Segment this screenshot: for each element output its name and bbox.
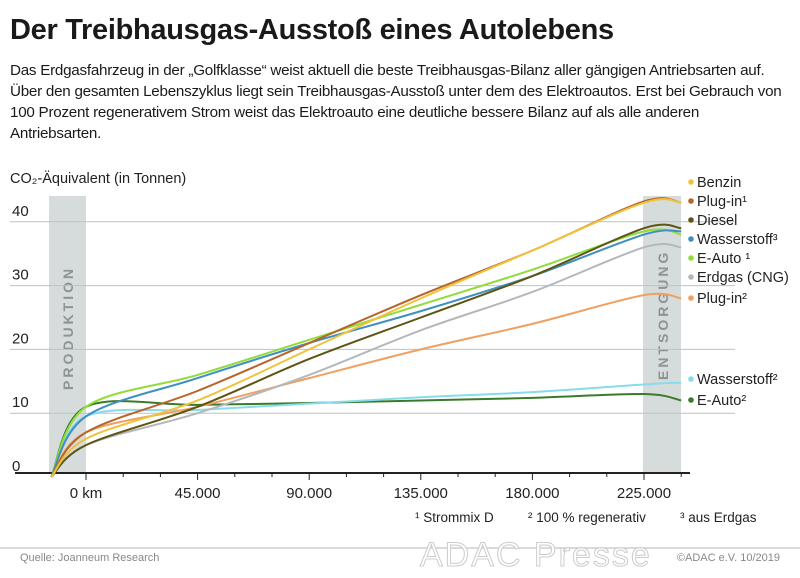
legend-label: Plug-in¹ [697, 194, 747, 210]
production-label: PRODUKTION [60, 266, 76, 390]
footnote: ¹ Strommix D [415, 510, 494, 525]
legend-marker [688, 274, 694, 280]
legend-marker [688, 295, 694, 301]
x-tick-label: 180.000 [505, 485, 559, 502]
legend-marker [688, 198, 694, 204]
legend-marker [688, 236, 694, 242]
series-line [50, 381, 682, 478]
legend-marker [688, 255, 694, 261]
x-tick-label: 0 km [70, 485, 103, 502]
x-tick-label: 45.000 [175, 485, 221, 502]
legend-label: Wasserstoff³ [697, 232, 778, 248]
legend-label: Erdgas (CNG) [697, 270, 789, 286]
legend-label: E-Auto ¹ [697, 251, 750, 267]
series-line [50, 223, 682, 478]
legend-label: Diesel [697, 213, 737, 229]
x-tick-label: 90.000 [286, 485, 332, 502]
series-line [50, 292, 682, 478]
legend-label: E-Auto² [697, 393, 746, 409]
y-tick-label: 30 [12, 267, 29, 284]
x-tick-label: 225.000 [617, 485, 671, 502]
legend-label: Wasserstoff² [697, 372, 778, 388]
legend-marker [688, 376, 694, 382]
y-tick-label: 40 [12, 203, 29, 220]
legend-marker [688, 217, 694, 223]
legend-marker [688, 397, 694, 403]
watermark: ADAC Presse [420, 536, 652, 575]
disposal-label: ENTSORGUNG [655, 250, 671, 380]
footnote: ³ aus Erdgas [680, 510, 757, 525]
series-line [50, 228, 682, 478]
subtitle: Das Erdgasfahrzeug in der „Golfklasse“ w… [10, 62, 782, 142]
y-tick-label: 0 [12, 458, 20, 475]
legend-marker [688, 179, 694, 185]
disposal-band [643, 196, 681, 473]
footnote: ² 100 % regenerativ [528, 510, 646, 525]
series-line [50, 229, 682, 478]
series-line [50, 393, 682, 478]
series-line [50, 198, 682, 478]
y-axis-label: CO₂-Äquivalent (in Tonnen) [10, 170, 186, 187]
y-tick-label: 10 [12, 394, 29, 411]
source-note: Quelle: Joanneum Research [20, 552, 160, 564]
legend-label: Plug-in² [697, 291, 747, 307]
series-line [50, 243, 682, 478]
copyright: ©ADAC e.V. 10/2019 [676, 552, 780, 564]
y-tick-label: 20 [12, 330, 29, 347]
legend-label: Benzin [697, 175, 741, 191]
x-tick-label: 135.000 [394, 485, 448, 502]
page-title: Der Treibhausgas-Ausstoß eines Autoleben… [10, 14, 614, 46]
